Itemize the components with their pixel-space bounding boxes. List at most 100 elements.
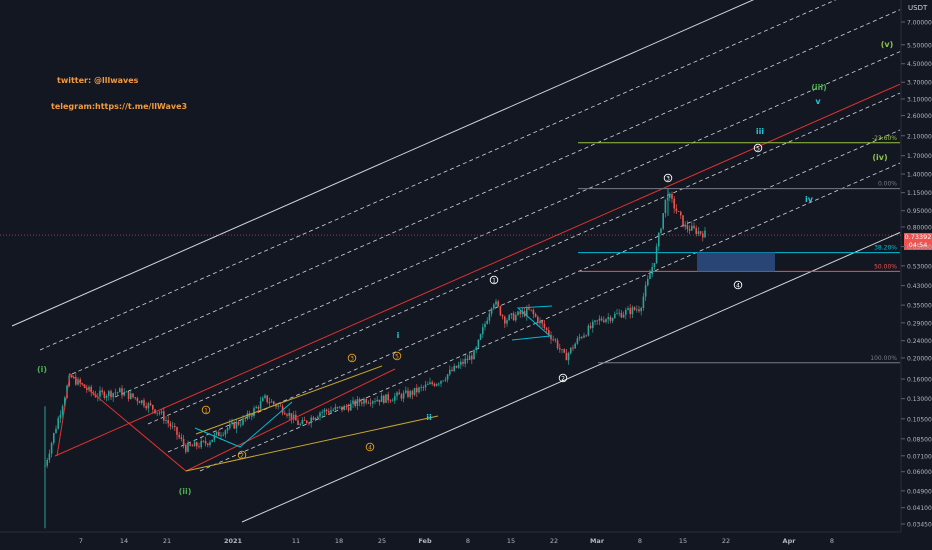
channel-dashed-line	[71, 9, 901, 375]
candle-body	[268, 402, 271, 403]
candle-body	[196, 442, 198, 447]
wedge-upper-line	[195, 365, 383, 435]
candle-body	[61, 406, 64, 415]
wave-label-circle	[347, 353, 357, 363]
candle-body	[90, 386, 92, 393]
candle-body	[592, 321, 594, 328]
price-tick-label: 0.95000	[907, 208, 932, 215]
time-tick-label: 2021	[224, 537, 243, 545]
candle-body	[284, 413, 286, 415]
fib-level-label: -23.60%	[872, 135, 897, 142]
wave-label: 4	[368, 444, 372, 451]
wave-label: (v)	[881, 40, 894, 49]
wave-label: 1	[204, 407, 208, 414]
candle-body	[603, 320, 605, 322]
candle-body	[464, 358, 466, 364]
candle-body	[251, 415, 253, 417]
wave-label-circle	[392, 351, 402, 361]
channel-dashed-line	[199, 162, 901, 472]
candle-body	[310, 417, 312, 424]
candle-body	[224, 430, 227, 435]
candle-body	[444, 379, 447, 381]
candle-body	[167, 420, 169, 424]
candle-body	[548, 330, 550, 336]
candle-body	[512, 313, 515, 321]
candle-body	[312, 417, 315, 420]
candle-body	[202, 440, 205, 442]
time-tick-label: Apr	[783, 537, 797, 545]
candle-body	[550, 335, 552, 340]
candle-body	[314, 417, 317, 420]
candle-body	[622, 314, 625, 318]
candle-body	[240, 424, 242, 426]
candle-body	[336, 407, 339, 408]
price-tick-label: 1.70000	[907, 153, 932, 160]
candle-body	[702, 233, 704, 238]
candle-body	[222, 434, 224, 436]
candle-body	[363, 399, 365, 404]
candle-body	[330, 410, 332, 413]
candle-body	[101, 390, 103, 393]
time-tick-label: 7	[79, 537, 83, 545]
candle-body	[132, 393, 134, 398]
candle-body	[688, 229, 691, 231]
triangle-pattern	[511, 305, 553, 341]
candle-body	[112, 393, 114, 398]
candle-body	[290, 413, 293, 420]
candle-body	[625, 310, 627, 315]
fib-level-label: 0.00%	[878, 181, 897, 188]
candle-body	[475, 347, 477, 351]
candle-body	[409, 391, 411, 397]
candle-body	[422, 386, 425, 388]
candle-body	[455, 365, 458, 368]
candle-body	[567, 353, 570, 361]
candle-body	[614, 313, 616, 319]
candle-body	[50, 442, 53, 454]
candle-body	[372, 401, 374, 404]
candle-body	[176, 426, 178, 435]
candle-body	[420, 386, 422, 388]
candle-body	[182, 438, 185, 445]
price-tick-label: 0.08500	[907, 436, 932, 443]
time-tick-label: Feb	[418, 537, 432, 545]
wave-label: (ii)	[179, 487, 192, 496]
wave-label: (iv)	[872, 153, 887, 162]
candle-body	[149, 403, 152, 405]
candle-body	[365, 399, 367, 403]
candle-body	[574, 343, 576, 349]
candle-body	[627, 308, 629, 311]
candle-body	[244, 418, 246, 420]
candle-body	[572, 347, 574, 349]
candle-body	[242, 418, 244, 425]
telegram-link[interactable]: telegram:https://t.me/llWave3	[51, 102, 188, 111]
candle-body	[270, 401, 273, 403]
last-price-countdown: 04:54	[908, 241, 928, 249]
wave-label: 2	[240, 452, 244, 459]
candle-body	[147, 403, 150, 409]
candle-body	[394, 396, 396, 401]
candle-body	[402, 392, 405, 399]
time-tick-label: 8	[830, 537, 834, 545]
candle-body	[642, 296, 645, 308]
candle-body	[451, 369, 453, 371]
candle-body	[431, 382, 433, 384]
candle-body	[378, 399, 381, 403]
candle-body	[277, 405, 279, 407]
candle-body	[644, 285, 647, 297]
candle-body	[532, 309, 535, 315]
candle-body	[134, 397, 136, 399]
candle-body	[59, 414, 62, 419]
candle-body	[616, 313, 618, 315]
candle-body	[466, 358, 469, 361]
candle-body	[539, 320, 541, 324]
price-tick-label: 0.53000	[907, 263, 932, 270]
candle-body	[407, 390, 409, 397]
candle-body	[53, 432, 55, 443]
candle-body	[438, 383, 440, 385]
price-tick-label: 1.15000	[907, 190, 932, 197]
candle-body	[257, 406, 260, 409]
candle-body	[554, 339, 557, 341]
candle-body	[383, 395, 385, 403]
candle-body	[125, 391, 128, 393]
